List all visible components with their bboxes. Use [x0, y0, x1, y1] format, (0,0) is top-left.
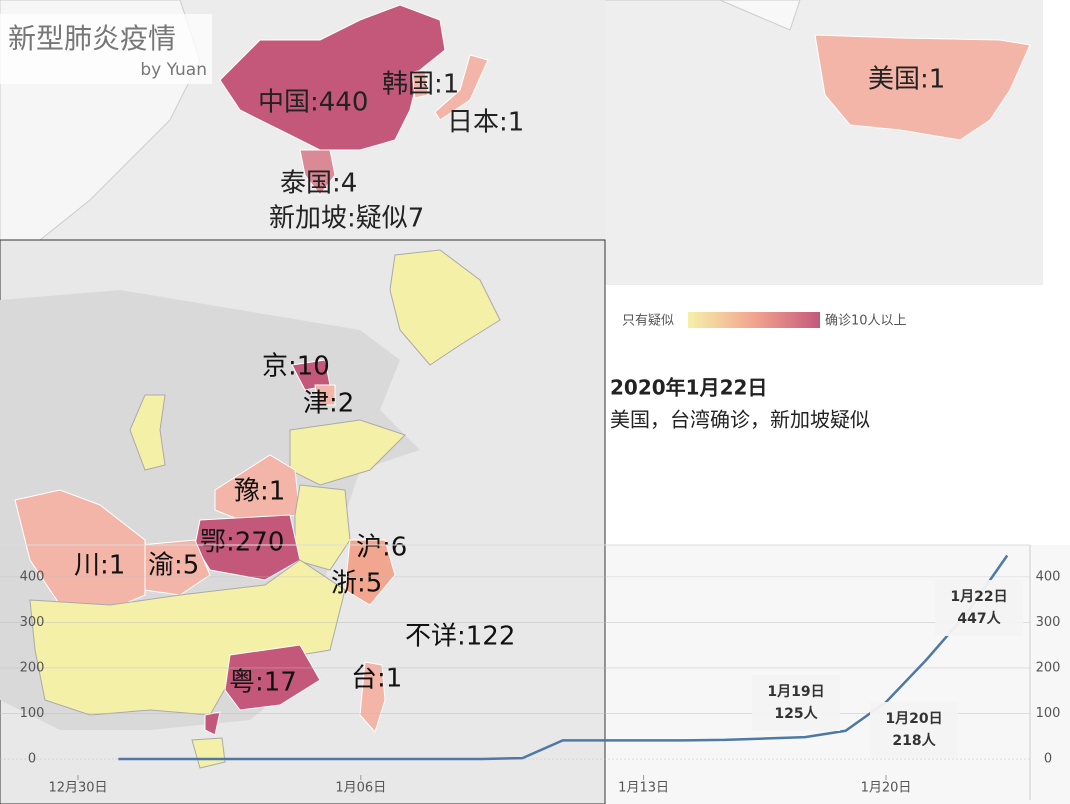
- subtitle: by Yuan: [140, 60, 207, 80]
- map-label: 日本:1: [447, 108, 524, 138]
- annotation-date: 2020年1月22日: [610, 376, 767, 400]
- y-tick-label: 200: [1036, 660, 1061, 675]
- value-label: 218人: [892, 732, 936, 749]
- korea-shape: [411, 69, 429, 99]
- line: [118, 554, 1009, 761]
- map-label: 新加坡:疑似7: [269, 204, 424, 234]
- y-tick-label: 100: [1036, 706, 1061, 721]
- map-label: 豫:1: [234, 477, 285, 507]
- y-tick-label: 400: [20, 569, 45, 584]
- china-shape: [219, 4, 446, 151]
- title-bg: [0, 14, 212, 84]
- callout-date: 1月22日: [950, 589, 1007, 605]
- map-label: 浙:5: [331, 569, 382, 599]
- province: [129, 394, 166, 471]
- title: 新型肺炎疫情: [8, 22, 176, 55]
- map-label: 津:2: [303, 389, 354, 419]
- y-tick-label: 300: [20, 615, 45, 630]
- x-tick-label: 1月06日: [335, 781, 386, 796]
- province: [344, 539, 396, 606]
- x-tick-label: 12月30日: [48, 781, 107, 796]
- map-label: 不详:122: [405, 622, 515, 652]
- legend-gradient: [688, 312, 820, 328]
- x-tick-label: 1月13日: [618, 781, 669, 796]
- legend-low: 只有疑似: [622, 313, 674, 329]
- map-label: 渝:5: [148, 551, 199, 581]
- y-tick-label: 100: [20, 706, 45, 721]
- x-tick-label: 1月20日: [861, 781, 912, 796]
- province: [14, 489, 146, 611]
- map-label: 鄂:270: [200, 528, 284, 558]
- callout-box: [935, 580, 1023, 636]
- map-label: 中国:440: [258, 88, 368, 118]
- map-label: 沪:6: [356, 533, 407, 563]
- map-label: 京:10: [262, 352, 330, 382]
- thailand-shape: [299, 149, 336, 196]
- land: [605, 0, 801, 31]
- province: [389, 249, 501, 366]
- callout-date: 1月19日: [767, 684, 824, 700]
- japan-shape: [434, 54, 489, 121]
- value-label: 447人: [957, 610, 1001, 627]
- callout-box: [870, 702, 958, 758]
- province: [294, 484, 351, 571]
- callout-box: [752, 675, 840, 731]
- callout-date: 1月20日: [885, 711, 942, 727]
- y-tick-label: 0: [1044, 752, 1052, 767]
- value-label: 125人: [774, 705, 818, 722]
- map-label: 韩国:1: [382, 70, 459, 100]
- legend-high: 确诊10人以上: [825, 314, 907, 329]
- map-label: 川:1: [74, 551, 125, 581]
- y-tick-label: 0: [28, 752, 36, 767]
- annotation-text: 美国，台湾确诊，新加坡疑似: [610, 408, 870, 432]
- province: [314, 384, 336, 406]
- province: [359, 661, 386, 733]
- province: [204, 711, 221, 736]
- y-tick-label: 400: [1036, 569, 1061, 584]
- map-label: 粤:17: [229, 668, 297, 698]
- map-label: 美国:1: [868, 65, 945, 95]
- map-label: 泰国:4: [280, 169, 357, 199]
- y-tick-label: 200: [20, 660, 45, 675]
- y-tick-label: 300: [1036, 615, 1061, 630]
- usa-shape: [814, 34, 1031, 141]
- province: [224, 644, 321, 711]
- map-label: 台:1: [351, 664, 402, 694]
